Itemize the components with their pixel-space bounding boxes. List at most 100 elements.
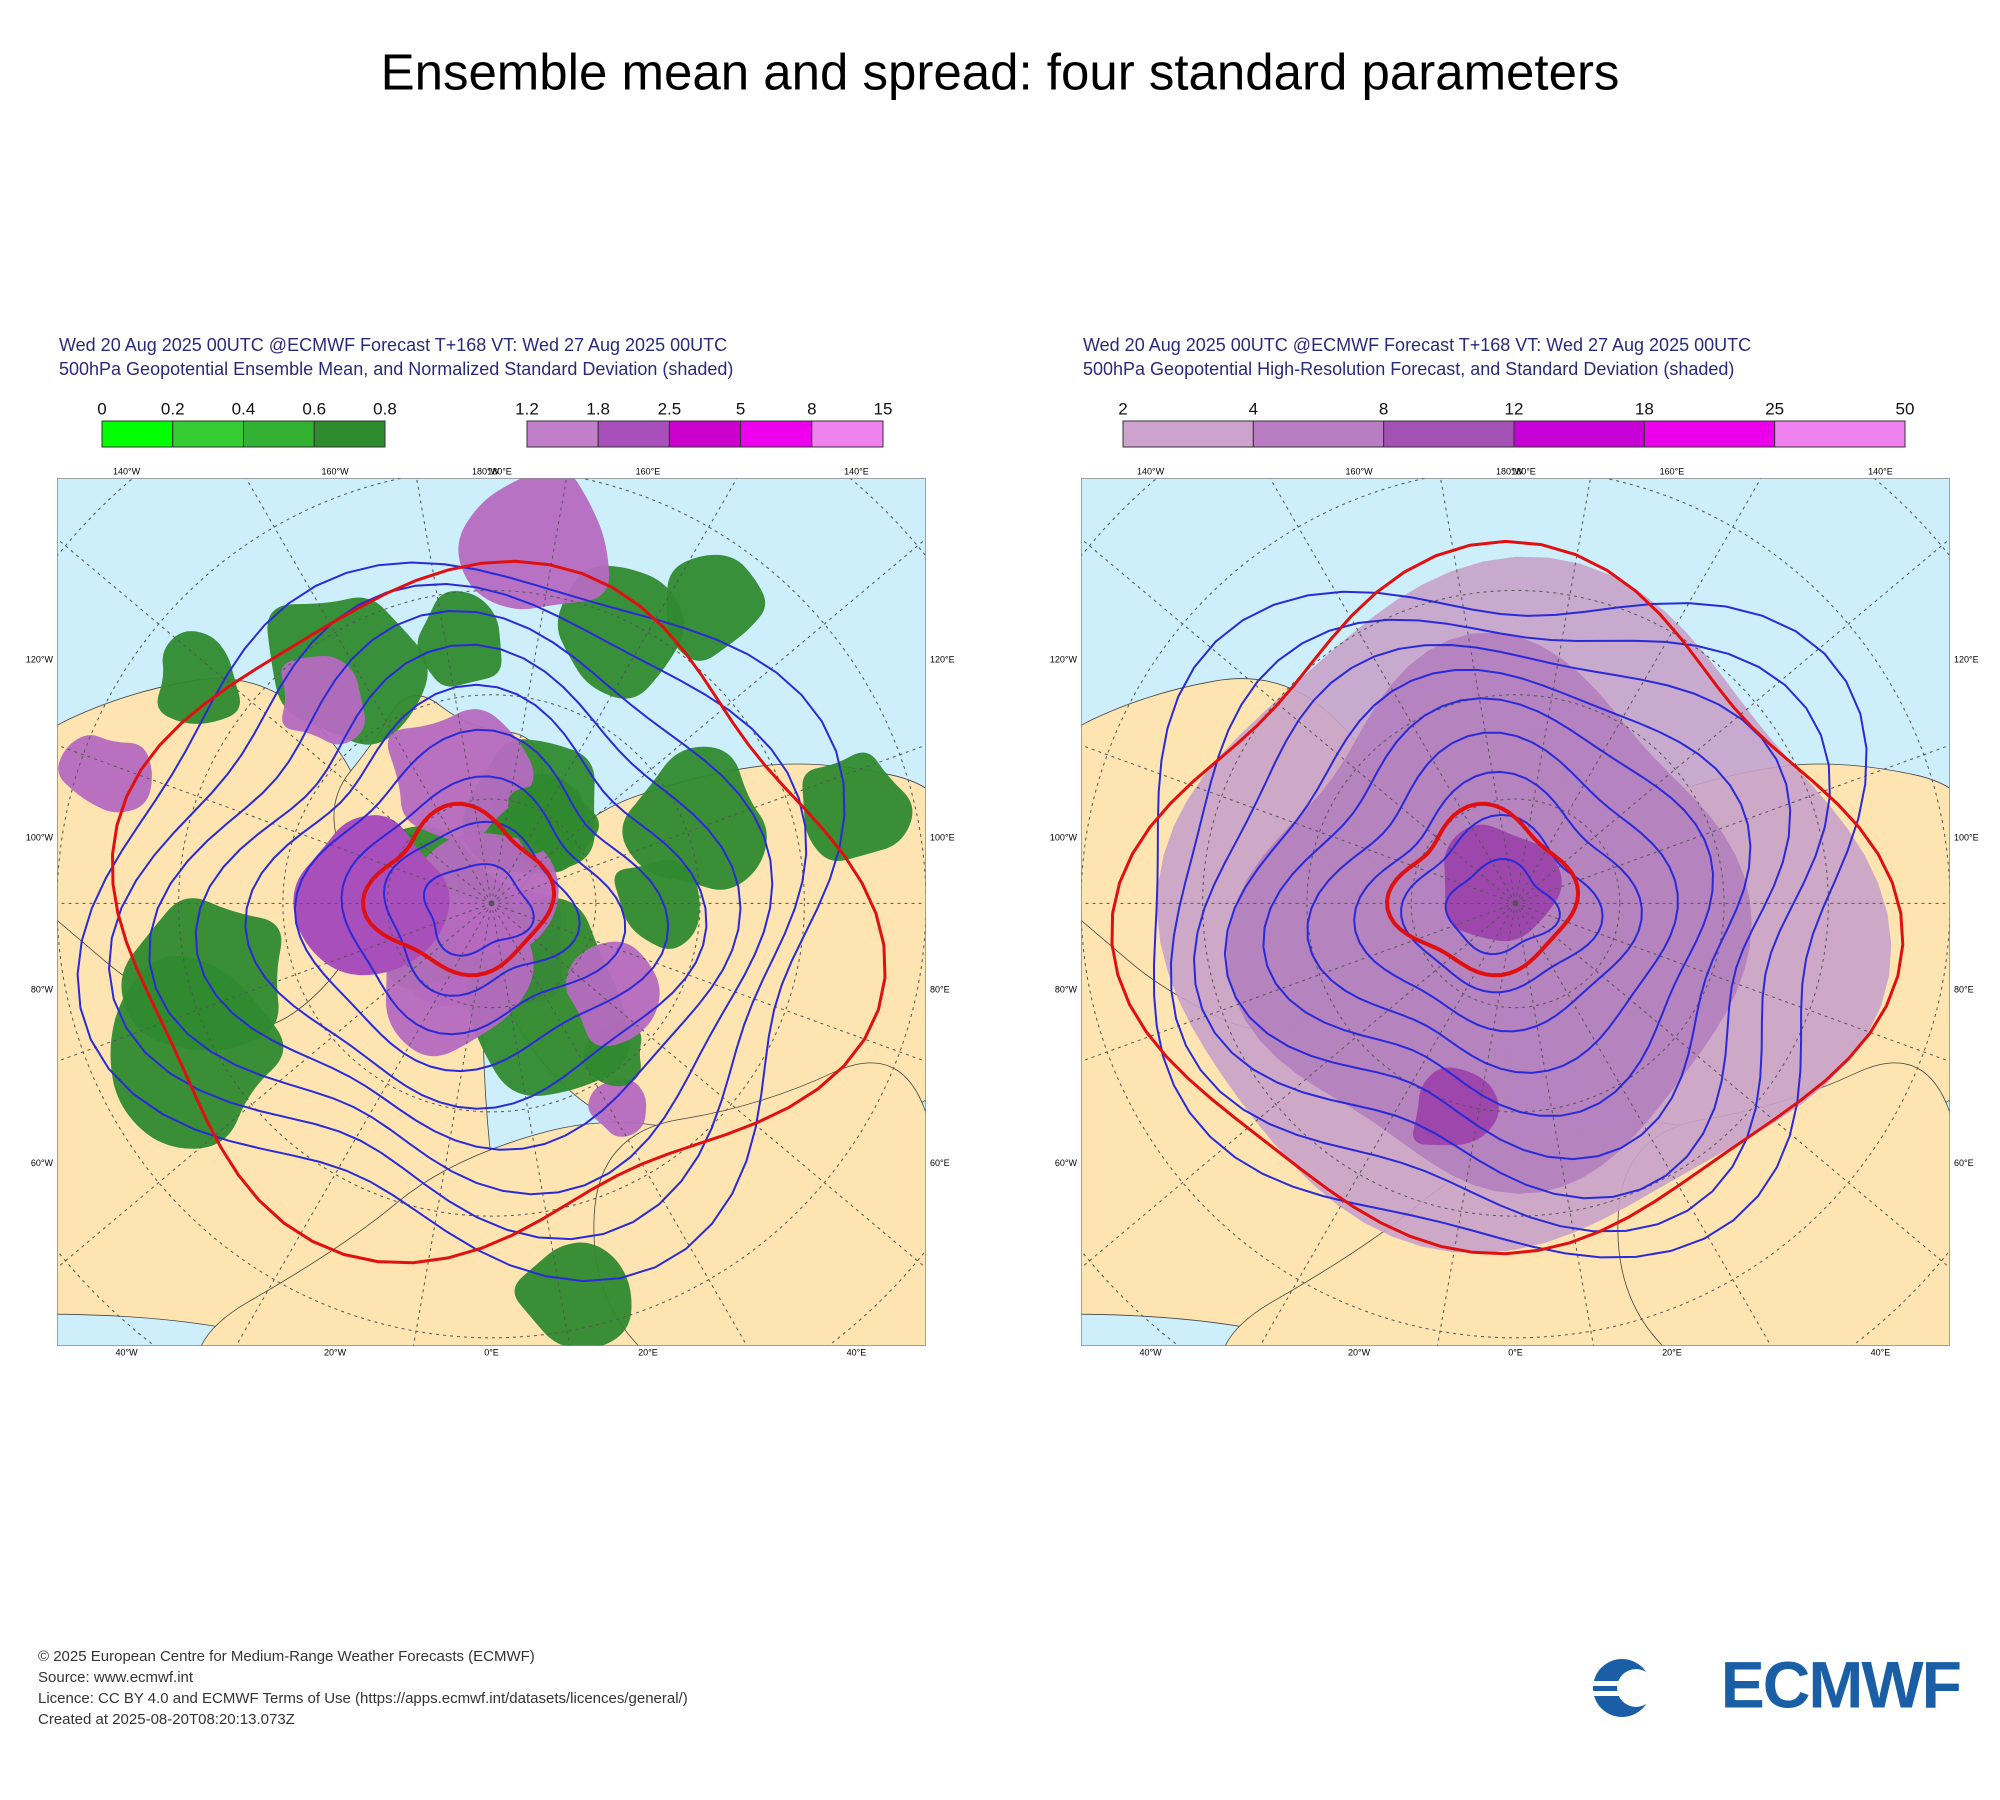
latitude-label: 60°W	[1055, 1158, 1078, 1168]
meridian	[491, 538, 926, 904]
meridian	[1436, 903, 1516, 1346]
colorbar-label: 0	[97, 399, 106, 418]
colorbar-label: 1.8	[586, 399, 610, 418]
footer-line: Licence: CC BY 4.0 and ECMWF Terms of Us…	[38, 1690, 688, 1707]
contour	[244, 683, 708, 1110]
spread-shading	[588, 1079, 647, 1137]
colorbar-label: 1.2	[515, 399, 539, 418]
contour	[1353, 770, 1643, 1033]
contour	[1110, 539, 1905, 1256]
spread-shading	[666, 554, 766, 661]
contour	[382, 820, 581, 997]
contour	[1262, 697, 1715, 1117]
colorbar-label: 2.5	[658, 399, 682, 418]
panel-header: 500hPa Geopotential Ensemble Mean, and N…	[59, 359, 733, 379]
spread-shading	[387, 709, 534, 843]
latitude-label: 80°W	[1055, 984, 1078, 994]
colorbar-box	[811, 420, 884, 448]
meridian	[245, 478, 492, 904]
meridian	[491, 902, 926, 1269]
colorbar-label: 25	[1765, 399, 1784, 418]
meridian	[1515, 478, 1762, 904]
colorbar-box	[1643, 420, 1776, 448]
latitude-circle	[1202, 589, 1829, 1217]
latitude-label: 100°E	[1954, 833, 1979, 843]
panel-header: Wed 20 Aug 2025 00UTC @ECMWF Forecast T+…	[59, 335, 727, 355]
longitude-label: 20°W	[324, 1347, 347, 1357]
meridian	[235, 903, 492, 1346]
logo-mark	[1592, 1681, 1648, 1686]
panel-header: Wed 20 Aug 2025 00UTC @ECMWF Forecast T+…	[1083, 335, 1751, 355]
meridian	[1515, 902, 1950, 1062]
latitude-label: 100°E	[930, 833, 955, 843]
colorbar-box	[172, 420, 244, 448]
meridian	[1515, 744, 1950, 904]
footer-line: © 2025 European Centre for Medium-Range …	[38, 1648, 535, 1665]
longitude-label: 160°W	[1346, 466, 1374, 476]
colorbar-label: 0.4	[232, 399, 256, 418]
longitude-label: 180°E	[1511, 466, 1536, 476]
meridian	[1081, 902, 1516, 1269]
spread-shading	[614, 859, 700, 950]
meridian	[1081, 902, 1516, 1062]
meridian	[1081, 538, 1516, 904]
spread-shading	[565, 941, 660, 1047]
meridian	[57, 902, 492, 1062]
logo-text: ECMWF	[1721, 1647, 1960, 1721]
contour	[1223, 669, 1752, 1161]
contour	[1400, 813, 1604, 994]
colorbar-label: 18	[1635, 399, 1654, 418]
contour	[1169, 618, 1831, 1233]
colorbar-box	[101, 420, 174, 448]
contour	[360, 801, 557, 978]
longitude-label: 180°W	[472, 466, 500, 476]
contour	[1444, 858, 1561, 956]
colorbar-label: 4	[1249, 399, 1258, 418]
longitude-label: 140°W	[1137, 466, 1165, 476]
colorbar-box	[1774, 420, 1906, 448]
longitude-label: 0°E	[484, 1347, 499, 1357]
latitude-label: 60°E	[930, 1158, 950, 1168]
panel-header: 500hPa Geopotential High-Resolution Fore…	[1083, 359, 1734, 379]
latitude-label: 120°W	[1050, 655, 1078, 665]
colorbar-box	[740, 420, 813, 448]
meridian	[412, 903, 492, 1346]
contour	[1384, 801, 1581, 978]
forecast-panel: Wed 20 Aug 2025 00UTC @ECMWF Forecast T+…	[26, 335, 955, 1358]
latitude-label: 80°E	[1954, 984, 1974, 994]
contour	[1306, 731, 1679, 1074]
latitude-circle	[282, 694, 701, 1113]
meridian	[1515, 903, 1595, 1346]
longitude-label: 20°E	[1662, 1347, 1682, 1357]
colorbar-label: 5	[736, 399, 745, 418]
contour	[148, 609, 774, 1196]
longitude-label: 140°E	[1868, 466, 1893, 476]
latitude-circle	[178, 589, 805, 1217]
contour	[194, 643, 742, 1151]
longitude-label: 180°E	[487, 466, 512, 476]
spread-shading	[407, 833, 559, 959]
latitude-label: 120°W	[26, 655, 54, 665]
spread-shading	[417, 591, 502, 687]
longitude-label: 40°W	[1139, 1347, 1162, 1357]
map	[1081, 478, 1950, 1346]
colorbar-label: 8	[807, 399, 816, 418]
colorbar-label: 50	[1896, 399, 1915, 418]
colorbar-box	[1513, 420, 1645, 448]
contour	[293, 728, 670, 1073]
contour	[340, 775, 627, 1036]
longitude-label: 140°W	[113, 466, 141, 476]
meridian	[1515, 902, 1950, 1269]
footer-line: Created at 2025-08-20T08:20:13.073Z	[38, 1711, 295, 1728]
latitude-circle	[1410, 798, 1621, 1009]
logo-mark	[1617, 1669, 1655, 1707]
latitude-circle	[1306, 694, 1725, 1113]
forecast-panel: Wed 20 Aug 2025 00UTC @ECMWF Forecast T+…	[1050, 335, 1979, 1358]
latitude-label: 60°E	[1954, 1158, 1974, 1168]
meridian	[57, 744, 492, 904]
longitude-label: 40°E	[847, 1347, 867, 1357]
latitude-label: 100°W	[1050, 833, 1078, 843]
meridian	[491, 902, 926, 1062]
spread-shading	[458, 478, 610, 610]
